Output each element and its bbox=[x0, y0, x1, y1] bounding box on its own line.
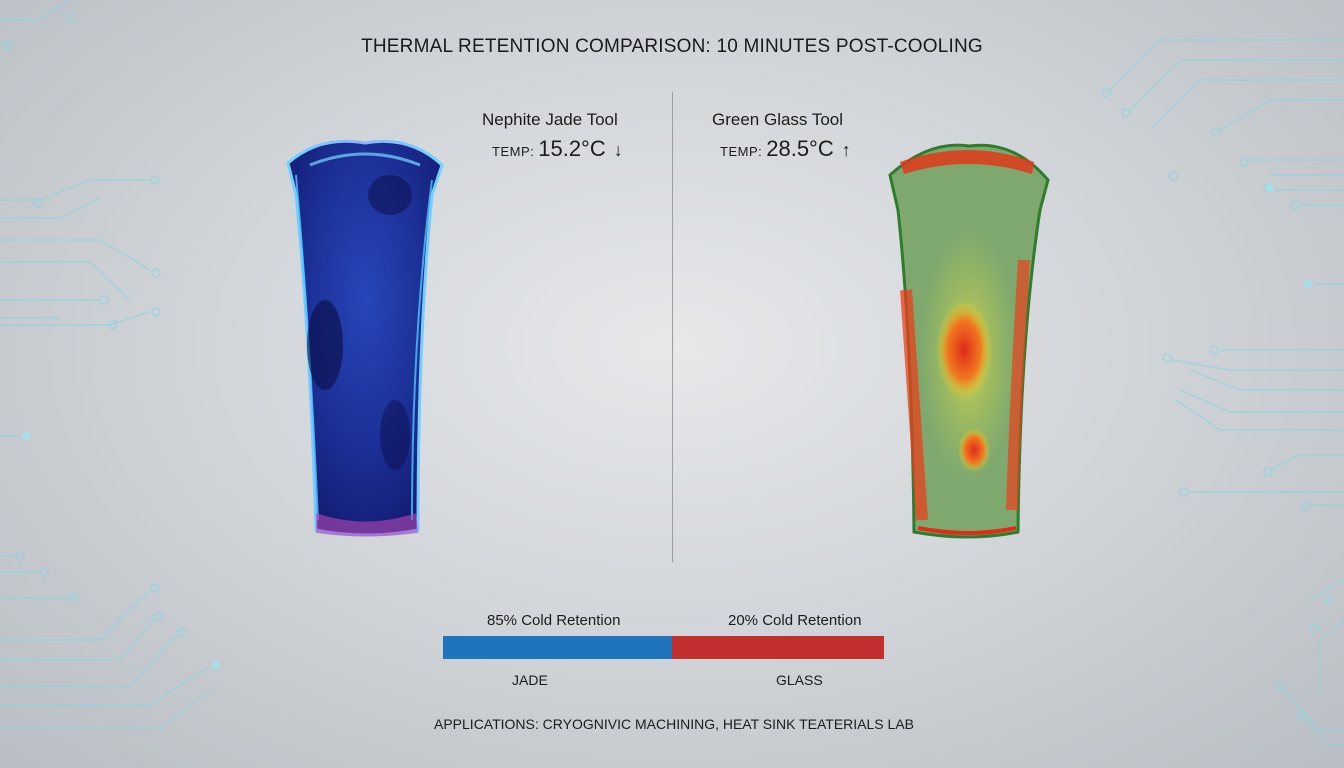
jade-temp-value: 15.2°C bbox=[538, 136, 606, 161]
glass-retention-bar bbox=[672, 636, 884, 659]
applications-footer: APPLICATIONS: CRYOGNIVIC MACHINING, HEAT… bbox=[434, 716, 914, 732]
chart-title: THERMAL RETENTION COMPARISON: 10 MINUTES… bbox=[361, 36, 983, 57]
up-arrow-icon: ↑ bbox=[841, 140, 851, 160]
jade-bar-label: JADE bbox=[512, 672, 548, 688]
glass-temp-key: TEMP: bbox=[720, 144, 763, 159]
glass-retention-label: 20% Cold Retention bbox=[728, 612, 862, 629]
jade-thermal-image bbox=[286, 139, 444, 537]
glass-thermal-image bbox=[888, 143, 1050, 539]
jade-temp-key: TEMP: bbox=[492, 144, 535, 159]
jade-tool-label: Nephite Jade Tool bbox=[482, 110, 618, 129]
glass-temp-value: 28.5°C bbox=[766, 136, 834, 161]
jade-retention-label: 85% Cold Retention bbox=[487, 612, 621, 629]
glass-temp-readout: TEMP: 28.5°C ↑ bbox=[720, 136, 851, 162]
down-arrow-icon: ↓ bbox=[613, 140, 623, 160]
jade-retention-bar bbox=[443, 636, 672, 659]
glass-tool-label: Green Glass Tool bbox=[712, 110, 844, 129]
jade-temp-readout: TEMP: 15.2°C ↓ bbox=[492, 136, 623, 162]
glass-bar-label: GLASS bbox=[776, 672, 823, 688]
center-divider bbox=[672, 92, 673, 562]
